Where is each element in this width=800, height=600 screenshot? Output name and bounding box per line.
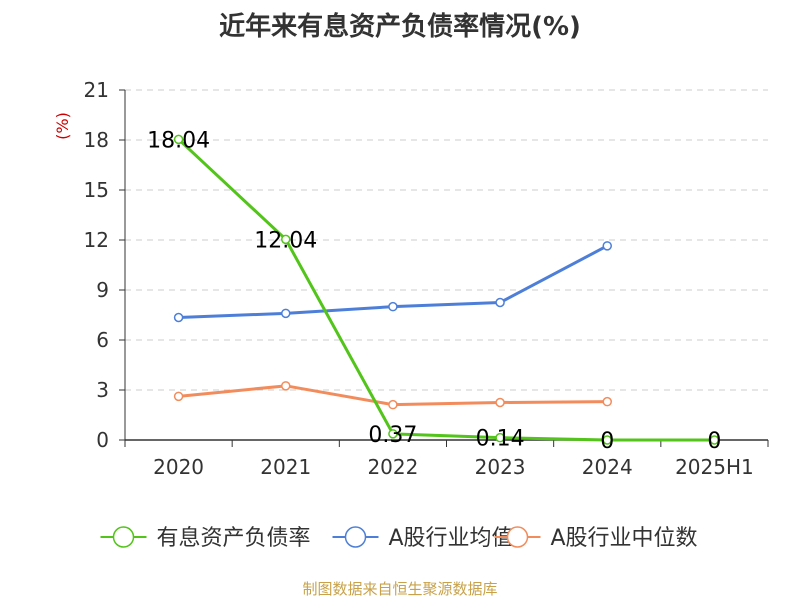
data-point bbox=[709, 435, 720, 445]
series-line-0 bbox=[177, 137, 716, 442]
data-label: 0 bbox=[707, 429, 721, 454]
data-point bbox=[173, 391, 184, 402]
data-label: 0.14 bbox=[476, 427, 525, 452]
x-tick-label: 2021 bbox=[260, 455, 311, 479]
data-point bbox=[173, 134, 184, 145]
y-tick-label: 9 bbox=[96, 278, 109, 302]
x-tick-label: 2025H1 bbox=[675, 455, 754, 479]
data-point bbox=[495, 432, 505, 443]
y-tick-label: 6 bbox=[96, 328, 109, 352]
legend-swatch-marker bbox=[344, 526, 367, 548]
data-point bbox=[281, 381, 291, 391]
y-tick-label: 12 bbox=[84, 228, 109, 252]
data-label: 0 bbox=[600, 429, 614, 454]
data-point bbox=[602, 396, 612, 407]
legend-label: 有息资产负债率 bbox=[157, 526, 311, 551]
y-tick-label: 21 bbox=[84, 78, 109, 102]
data-label: 18.04 bbox=[147, 128, 210, 153]
data-point bbox=[602, 435, 612, 445]
x-tick-label: 2022 bbox=[367, 455, 418, 479]
legend-label: A股行业中位数 bbox=[551, 526, 698, 551]
x-tick-label: 2023 bbox=[475, 455, 526, 479]
chart-title: 近年来有息资产负债率情况(%) bbox=[219, 12, 581, 42]
x-tick-label: 2020 bbox=[153, 455, 204, 479]
y-tick-label: 0 bbox=[96, 428, 109, 452]
data-point bbox=[602, 241, 612, 251]
data-point bbox=[495, 297, 505, 308]
data-point bbox=[281, 308, 291, 319]
data-source-note: 制图数据来自恒生聚源数据库 bbox=[302, 580, 498, 598]
x-tick-label: 2024 bbox=[582, 455, 633, 479]
legend-swatch-marker bbox=[112, 526, 135, 548]
legend-swatch-marker bbox=[506, 526, 529, 548]
y-tick-label: 18 bbox=[84, 128, 109, 152]
legend-label: A股行业均值 bbox=[389, 526, 514, 551]
y-axis-unit-label: (%) bbox=[53, 112, 72, 140]
data-point bbox=[173, 312, 184, 323]
data-label: 0.37 bbox=[368, 423, 417, 448]
data-point bbox=[388, 399, 398, 410]
data-point bbox=[495, 397, 505, 408]
data-point bbox=[281, 234, 291, 245]
data-point bbox=[388, 429, 398, 439]
y-tick-label: 3 bbox=[96, 378, 109, 402]
data-point bbox=[388, 301, 398, 312]
y-tick-label: 15 bbox=[84, 178, 109, 202]
data-label: 12.04 bbox=[254, 228, 317, 253]
